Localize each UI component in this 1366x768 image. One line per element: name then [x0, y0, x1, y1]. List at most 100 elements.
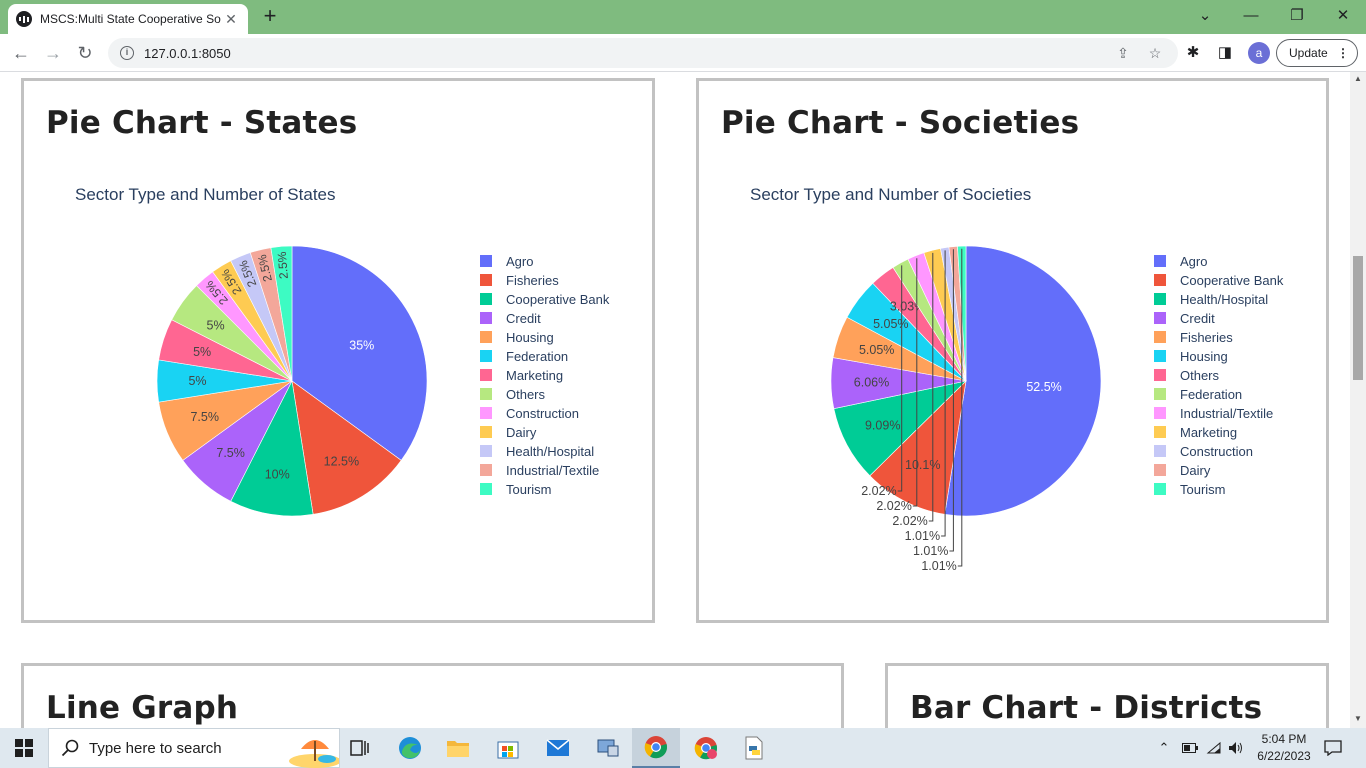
legend-swatch[interactable] [480, 407, 492, 419]
volume-icon[interactable] [1226, 728, 1246, 768]
legend-item[interactable]: Agro [1180, 254, 1207, 269]
legend-item[interactable]: Fisheries [1180, 330, 1233, 345]
legend-swatch[interactable] [1154, 445, 1166, 457]
legend-swatch[interactable] [480, 369, 492, 381]
legend-swatch[interactable] [1154, 388, 1166, 400]
address-bar[interactable]: i 127.0.0.1:8050 ⇪ ☆ [108, 38, 1178, 68]
windows-start-button[interactable] [0, 728, 48, 768]
legend-item[interactable]: Credit [1180, 311, 1215, 326]
tab-search-chevron-icon[interactable]: ⌄ [1198, 7, 1212, 24]
edge-browser-icon[interactable] [386, 728, 434, 768]
legend-swatch[interactable] [1154, 350, 1166, 362]
legend-swatch[interactable] [480, 331, 492, 343]
profile-avatar[interactable]: a [1248, 42, 1270, 64]
legend-item[interactable]: Marketing [1180, 425, 1237, 440]
legend-item[interactable]: Cooperative Bank [506, 292, 610, 307]
share-icon[interactable]: ⇪ [1117, 44, 1129, 61]
menu-kebab-icon[interactable]: ⋮ [1337, 46, 1349, 60]
legend-swatch[interactable] [1154, 426, 1166, 438]
legend-swatch[interactable] [480, 445, 492, 457]
legend-swatch[interactable] [1154, 369, 1166, 381]
legend-item[interactable]: Health/Hospital [506, 444, 594, 459]
scroll-down-arrow-icon[interactable]: ▼ [1354, 714, 1362, 723]
site-info-icon[interactable]: i [120, 46, 134, 60]
legend-swatch[interactable] [1154, 464, 1166, 476]
url-text[interactable]: 127.0.0.1:8050 [144, 45, 231, 61]
scrollbar-thumb[interactable] [1353, 256, 1363, 380]
legend-swatch[interactable] [1154, 331, 1166, 343]
legend-item[interactable]: Marketing [506, 368, 563, 383]
file-explorer-icon[interactable] [434, 728, 482, 768]
pie-slice[interactable] [291, 380, 402, 515]
chrome-icon[interactable] [632, 728, 680, 768]
page-scrollbar[interactable]: ▲ ▼ [1350, 72, 1366, 728]
extensions-puzzle-icon[interactable]: ✱ [1186, 44, 1200, 61]
python-file-icon[interactable] [730, 728, 778, 768]
legend-swatch[interactable] [1154, 483, 1166, 495]
legend-swatch[interactable] [480, 483, 492, 495]
scroll-up-arrow-icon[interactable]: ▲ [1354, 74, 1362, 83]
legend-swatch[interactable] [1154, 255, 1166, 267]
browser-tab[interactable]: MSCS:Multi State Cooperative So ✕ [8, 4, 248, 34]
update-button[interactable]: Update ⋮ [1276, 39, 1358, 67]
legend-swatch[interactable] [1154, 274, 1166, 286]
legend-item[interactable]: Construction [506, 406, 579, 421]
legend-swatch[interactable] [480, 274, 492, 286]
legend-item[interactable]: Federation [506, 349, 568, 364]
legend-item[interactable]: Credit [506, 311, 541, 326]
network-app-icon[interactable] [584, 728, 632, 768]
legend-item[interactable]: Housing [506, 330, 554, 345]
new-tab-button[interactable]: + [263, 3, 277, 28]
legend-swatch[interactable] [480, 388, 492, 400]
show-hidden-icons-chevron-icon[interactable]: ⌃ [1158, 740, 1170, 755]
legend-item[interactable]: Others [506, 387, 546, 402]
legend-swatch[interactable] [480, 293, 492, 305]
reload-icon[interactable]: ↻ [77, 43, 93, 63]
legend-swatch[interactable] [1154, 407, 1166, 419]
legend-swatch[interactable] [480, 426, 492, 438]
task-view-icon[interactable] [336, 728, 384, 768]
legend-item[interactable]: Dairy [506, 425, 537, 440]
taskbar-clock[interactable]: 5:04 PM 6/22/2023 [1248, 731, 1320, 765]
legend-swatch[interactable] [480, 350, 492, 362]
legend-swatch[interactable] [1154, 312, 1166, 324]
back-arrow-icon[interactable]: ← [12, 43, 30, 63]
legend-item[interactable]: Housing [1180, 349, 1228, 364]
pie-slice[interactable] [270, 245, 293, 382]
mail-icon[interactable] [534, 728, 582, 768]
legend-item[interactable]: Agro [506, 254, 533, 269]
legend-item[interactable]: Others [1180, 368, 1220, 383]
minimize-button[interactable]: — [1243, 6, 1259, 24]
notifications-icon[interactable] [1322, 728, 1344, 768]
pie-slice[interactable] [230, 380, 314, 517]
legend-swatch[interactable] [480, 464, 492, 476]
bookmark-star-icon[interactable]: ☆ [1148, 44, 1162, 61]
legend-item[interactable]: Industrial/Textile [506, 463, 599, 478]
legend-swatch[interactable] [480, 255, 492, 267]
pie-slice[interactable] [291, 245, 428, 461]
legend-item[interactable]: Federation [1180, 387, 1242, 402]
pie-slice[interactable] [944, 245, 1102, 517]
microsoft-store-icon[interactable] [484, 728, 532, 768]
close-tab-icon[interactable]: ✕ [225, 10, 237, 27]
pie-slice[interactable] [869, 380, 967, 515]
wifi-icon[interactable] [1204, 728, 1224, 768]
legend-item[interactable]: Dairy [1180, 463, 1211, 478]
restore-button[interactable]: ❐ [1290, 7, 1304, 24]
chrome-profile-icon[interactable] [682, 728, 730, 768]
legend-item[interactable]: Cooperative Bank [1180, 273, 1284, 288]
legend-item[interactable]: Tourism [506, 482, 552, 497]
legend-item[interactable]: Industrial/Textile [1180, 406, 1273, 421]
legend-item[interactable]: Tourism [1180, 482, 1226, 497]
slice-label: 1.01% [913, 544, 948, 558]
legend-item[interactable]: Fisheries [506, 273, 559, 288]
close-window-button[interactable]: ✕ [1336, 7, 1350, 24]
forward-arrow-icon[interactable]: → [44, 43, 62, 63]
legend-item[interactable]: Health/Hospital [1180, 292, 1268, 307]
battery-icon[interactable] [1180, 728, 1200, 768]
taskbar-search-box[interactable]: Type here to search [48, 728, 340, 768]
legend-swatch[interactable] [1154, 293, 1166, 305]
side-panel-icon[interactable]: ◨ [1217, 44, 1233, 61]
legend-swatch[interactable] [480, 312, 492, 324]
legend-item[interactable]: Construction [1180, 444, 1253, 459]
